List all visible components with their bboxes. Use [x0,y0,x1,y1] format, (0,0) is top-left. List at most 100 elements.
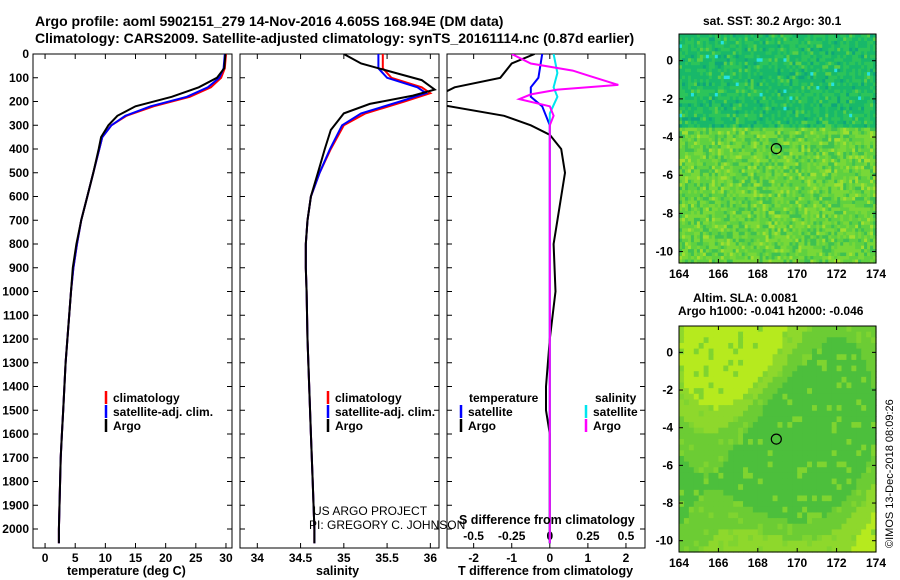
map-cell [831,37,835,42]
sst-map-title: sat. SST: 30.2 Argo: 30.1 [703,14,842,28]
map-cell [846,92,850,98]
map-cell [816,165,820,170]
map-cell [780,186,785,191]
map-cell [741,106,746,111]
map-cell [687,151,692,157]
map-cell [849,79,853,84]
map-cell [831,61,835,66]
map-cell [690,242,695,247]
map-cell [792,89,796,94]
map-cell [741,120,746,125]
map-cell [765,193,770,198]
map-cell [783,228,788,233]
map-cell [783,214,788,219]
map-cell [756,54,761,59]
map-cell [681,51,686,56]
map-cell [792,210,796,216]
map-cell [831,224,835,229]
map-cell [786,190,791,195]
map-cell [747,106,752,111]
map-cell [684,210,689,216]
map-cell [792,249,796,254]
map-cell [723,44,728,49]
map-cell [726,228,731,233]
map-cell [723,113,728,118]
map-cell [783,131,788,136]
map-cell [753,176,758,181]
map-cell [714,37,719,42]
map-cell [683,359,690,367]
map-cell [873,68,877,73]
map-cell [843,141,847,146]
map-cell [750,68,755,73]
map-cell [849,34,853,39]
map-cell [729,141,734,146]
map-cell [729,252,734,257]
map-cell [696,148,701,153]
map-cell [693,96,698,101]
map-cell [802,348,808,355]
map-cell [756,99,761,104]
map-cell [834,214,838,219]
map-cell [828,72,832,77]
map-cell [867,131,871,136]
map-cell [729,256,734,261]
map-cell [810,134,814,139]
map-cell [822,44,826,49]
map-cell [762,47,767,52]
map-cell [780,224,785,229]
map-cell [765,238,770,243]
map-cell [780,54,785,59]
map-cell [825,51,829,56]
map-cell [744,249,749,254]
map-cell [813,51,817,56]
map-cell [807,79,811,84]
map-cell [798,58,802,63]
map-cell [679,158,683,163]
map-cell [837,47,841,52]
map-cell [699,120,704,125]
map-cell [729,103,734,108]
map-cell [846,145,850,150]
map-cell [747,113,752,118]
map-cell [768,256,773,261]
map-cell [798,155,802,160]
map-cell [837,145,841,150]
map-cell [702,124,707,129]
map-cell [852,193,856,198]
map-cell [801,51,805,56]
map-cell [679,103,683,108]
map-cell [837,117,841,122]
map-cell [768,193,773,198]
map-cell [693,40,698,46]
map-cell [858,75,862,80]
map-cell [720,210,725,216]
map-cell [849,120,853,125]
map-cell [789,47,794,52]
map-cell [870,256,874,261]
map-cell [798,197,802,202]
map-cell [795,117,799,122]
map-cell [735,120,740,125]
map-cell [744,37,749,42]
map-cell [786,169,791,174]
map-cell [777,145,782,150]
map-cell [696,151,701,157]
map-cell [771,124,776,129]
map-cell [767,359,774,367]
x-tick-label: 0 [42,551,49,565]
map-cell [723,106,728,111]
map-cell [797,342,803,350]
map-cell [708,207,713,212]
map-cell [792,224,796,229]
map-cell [867,245,871,250]
map-cell [825,245,829,250]
map-cell [711,197,716,202]
y-tick-label: 500 [9,166,29,180]
map-cell [693,190,698,195]
map-cell [813,117,817,122]
map-cell [804,179,808,184]
map-cell [825,183,829,188]
map-cell [873,131,877,136]
map-cell [738,151,743,157]
